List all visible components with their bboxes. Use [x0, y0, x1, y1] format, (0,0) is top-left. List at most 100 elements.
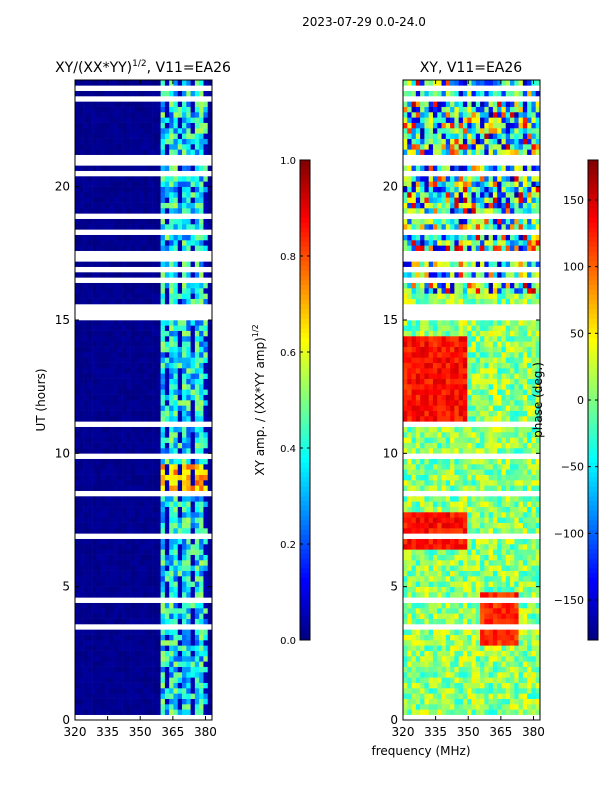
heatmap-cell: [169, 565, 174, 571]
heatmap-cell: [505, 528, 511, 534]
heatmap-cell: [403, 565, 408, 571]
heatmap-cell: [109, 341, 114, 347]
heatmap-cell: [407, 602, 412, 609]
heatmap-cell: [497, 688, 502, 694]
heatmap-cell: [152, 405, 157, 411]
heatmap-cell: [445, 640, 451, 646]
heatmap-cell: [152, 656, 157, 662]
heatmap-cell: [139, 400, 144, 406]
heatmap-cell: [445, 517, 451, 523]
heatmap-cell: [450, 554, 455, 561]
heatmap-cell: [203, 560, 209, 566]
heatmap-cell: [462, 496, 468, 502]
heatmap-cell: [194, 330, 200, 337]
heatmap-cell: [501, 645, 507, 651]
heatmap-cell: [420, 522, 425, 529]
heatmap-cell: [130, 464, 136, 470]
colorbar-segment: [300, 289, 310, 295]
heatmap-cell: [445, 442, 451, 449]
heatmap-cell: [505, 570, 511, 577]
heatmap-cell: [87, 106, 93, 113]
heatmap-cell: [190, 666, 196, 673]
heatmap-cell: [432, 544, 438, 550]
heatmap-cell: [407, 501, 412, 507]
heatmap-cell: [169, 613, 174, 619]
heatmap-cell: [126, 128, 131, 134]
heatmap-cell: [518, 613, 524, 619]
heatmap-cell: [186, 469, 191, 475]
heatmap-cell: [484, 698, 489, 705]
heatmap-cell: [203, 181, 209, 187]
heatmap-cell: [497, 618, 502, 625]
heatmap-cell: [199, 218, 204, 225]
heatmap-cell: [92, 165, 97, 171]
heatmap-cell: [186, 650, 191, 657]
heatmap-cell: [173, 288, 179, 294]
heatmap-cell: [104, 602, 110, 609]
heatmap-cell: [92, 661, 97, 667]
heatmap-cell: [203, 677, 209, 683]
heatmap-cell: [156, 272, 161, 278]
heatmap-cell: [92, 629, 97, 635]
heatmap-cell: [139, 576, 144, 582]
heatmap-cell: [407, 549, 412, 555]
colorbar-segment: [300, 232, 310, 238]
heatmap-cell: [117, 560, 123, 566]
heatmap-cell: [109, 288, 114, 294]
heatmap-cell: [437, 656, 442, 662]
colorbar-segment: [300, 217, 310, 223]
heatmap-cell: [160, 357, 166, 363]
heatmap-cell: [462, 506, 468, 513]
heatmap-cell: [164, 117, 170, 123]
heatmap-cell: [104, 538, 110, 545]
x-tick-label: 350: [129, 725, 152, 739]
heatmap-cell: [87, 336, 93, 342]
heatmap-cell: [207, 656, 213, 662]
heatmap-cell: [130, 80, 136, 86]
heatmap-cell: [199, 101, 204, 107]
heatmap-cell: [134, 522, 140, 529]
heatmap-cell: [527, 496, 532, 502]
heatmap-cell: [75, 389, 80, 395]
heatmap-cell: [160, 570, 166, 577]
heatmap-cell: [147, 464, 153, 470]
heatmap-cell: [96, 586, 101, 593]
heatmap-cell: [117, 496, 123, 502]
heatmap-cell: [152, 394, 157, 401]
heatmap-cell: [522, 656, 528, 662]
heatmap-cell: [441, 645, 447, 651]
heatmap-cell: [415, 682, 421, 689]
heatmap-cell: [403, 448, 408, 454]
heatmap-cell: [160, 480, 166, 486]
heatmap-cell: [454, 645, 459, 651]
colorbar-segment: [300, 448, 310, 454]
heatmap-cell: [497, 501, 502, 507]
heatmap-cell: [117, 202, 123, 209]
heatmap-cell: [152, 613, 157, 619]
heatmap-cell: [169, 144, 174, 150]
heatmap-cell: [156, 704, 161, 710]
heatmap-cell: [450, 613, 455, 619]
heatmap-cell: [87, 138, 93, 145]
heatmap-cell: [190, 357, 196, 363]
heatmap-cell: [83, 618, 89, 625]
colorbar-segment: [300, 347, 310, 353]
heatmap-cell: [441, 416, 447, 422]
heatmap-cell: [109, 464, 114, 470]
heatmap-cell: [126, 581, 131, 587]
heatmap-cell: [510, 458, 515, 465]
heatmap-cell: [87, 528, 93, 534]
heatmap-cell: [407, 506, 412, 513]
heatmap-cell: [199, 128, 204, 134]
heatmap-cell: [126, 80, 131, 86]
heatmap-cell: [117, 677, 123, 683]
heatmap-cell: [177, 144, 183, 150]
heatmap-cell: [164, 133, 170, 139]
heatmap-cell: [134, 272, 140, 278]
heatmap-cell: [173, 544, 179, 550]
heatmap-cell: [403, 506, 408, 513]
heatmap-cell: [480, 554, 485, 561]
heatmap-cell: [203, 176, 209, 182]
heatmap-cell: [104, 282, 110, 289]
heatmap-cell: [514, 410, 519, 417]
